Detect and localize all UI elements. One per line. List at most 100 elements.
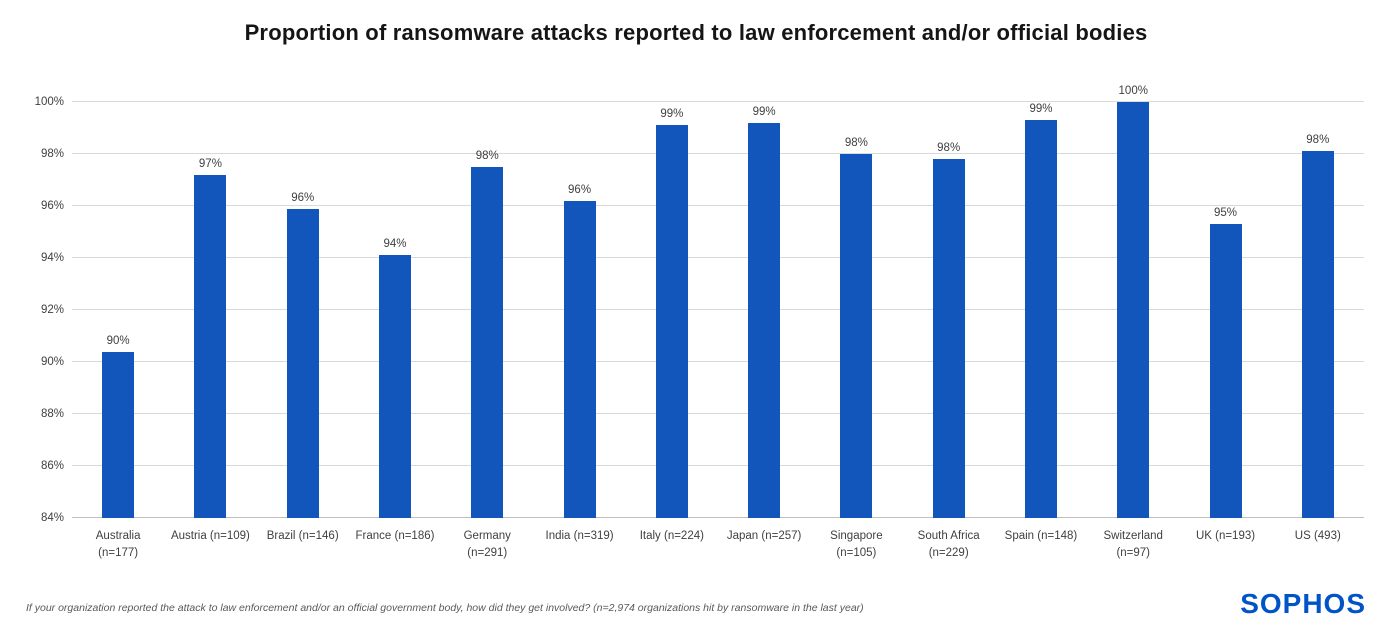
bar-france-n-186: [378, 255, 411, 518]
bar-column: 99%: [718, 102, 810, 518]
bar-value-label: 99%: [1029, 103, 1053, 116]
y-axis: 84% 86% 88% 90% 92% 94% 96% 98% 100%: [30, 96, 72, 524]
x-axis-tick-label: Singapore (n=105): [810, 528, 902, 561]
x-axis-labels: Australia (n=177) Austria (n=109) Brazil (n…: [72, 528, 1364, 561]
bar-japan-n-257: [748, 122, 781, 518]
x-axis-tick-label: Switzerland (n=97): [1087, 528, 1179, 561]
bar-column: 98%: [810, 102, 902, 518]
x-axis-tick-line: Germany: [463, 530, 511, 542]
bar-brazil-n-146: [286, 208, 319, 518]
x-axis-line: [72, 517, 1364, 518]
x-axis-tick-label: UK (n=193): [1179, 528, 1271, 561]
bar-column: 99%: [995, 102, 1087, 518]
bar-value-label: 96%: [291, 191, 315, 204]
plot-area: 90% 97% 96% 94% 98% 96% 99% 99% 98% 98% 99% 100% 95%…: [72, 85, 1364, 518]
bar-value-label: 98%: [475, 150, 499, 162]
x-axis-tick-label: France (n=186): [349, 528, 441, 561]
bar-value-label: 90%: [106, 334, 130, 347]
x-axis-tick-line: Switzerland: [1103, 530, 1163, 542]
x-axis-tick-line: (n=291): [467, 546, 508, 559]
bar-column: 100%: [1087, 85, 1179, 518]
bar-column: 90%: [72, 102, 164, 518]
bar-value-label: 96%: [568, 183, 592, 196]
bar-column: 96%: [533, 102, 625, 518]
chart-area: 84% 86% 88% 90% 92% 94% 96% 98% 100% 90% 97% 96% 94…: [30, 85, 1364, 524]
bar-value-label: 100%: [1118, 85, 1148, 97]
x-axis-tick-line: Austria (n=109): [170, 530, 250, 542]
gridline: [72, 465, 1364, 466]
y-axis-tick-label: 92%: [40, 304, 64, 316]
y-axis-tick-label: 90%: [40, 356, 64, 368]
x-axis-tick-line: Spain (n=148): [1004, 530, 1078, 542]
gridline: [72, 257, 1364, 258]
bar-value-label: 98%: [844, 137, 868, 149]
y-axis-tick-label: 84%: [40, 512, 64, 524]
x-axis-tick-line: India (n=319): [545, 530, 614, 542]
footnote-text: If your organization reported the attack…: [26, 602, 864, 614]
x-axis-tick-label: Japan (n=257): [718, 528, 810, 561]
bar-australia-n-177: [102, 351, 135, 518]
y-axis-tick-label: 94%: [40, 252, 64, 264]
x-axis-tick-label: South Africa (n=229): [903, 528, 995, 561]
x-axis-tick-line: Singapore: [830, 530, 883, 542]
bar-column: 94%: [349, 102, 441, 518]
bar-us-493: [1301, 151, 1334, 518]
bar-columns: 90% 97% 96% 94% 98% 96% 99% 99% 98% 98% 99% 100% 95%…: [72, 85, 1364, 518]
bar-value-label: 98%: [1306, 134, 1330, 147]
x-axis-tick-line: Italy (n=224): [639, 530, 704, 542]
y-axis-tick-label: 96%: [40, 200, 64, 212]
x-axis-tick-line: France (n=186): [355, 530, 435, 542]
gridline: [72, 101, 1364, 102]
x-axis-tick-line: Brazil (n=146): [266, 530, 339, 542]
bar-column: 99%: [626, 102, 718, 518]
x-axis-tick-label: Italy (n=224): [626, 528, 718, 561]
x-axis-tick-line: Japan (n=257): [726, 530, 802, 542]
x-axis-tick-label: Austria (n=109): [164, 528, 256, 561]
bar-germany-n-291: [471, 167, 504, 518]
gridline: [72, 413, 1364, 414]
bar-india-n-319: [563, 200, 596, 518]
x-axis-tick-line: (n=229): [928, 546, 969, 559]
x-axis-tick-line: US (493): [1294, 530, 1341, 542]
x-axis-tick-label: India (n=319): [533, 528, 625, 561]
bar-column: 96%: [257, 102, 349, 518]
y-axis-tick-label: 100%: [34, 96, 64, 108]
gridline: [72, 205, 1364, 206]
footer: If your organization reported the attack…: [26, 588, 1366, 620]
chart-title: Proportion of ransomware attacks reporte…: [244, 20, 1148, 45]
bar-column: 98%: [1272, 102, 1364, 518]
x-axis-tick-line: (n=97): [1116, 546, 1151, 559]
bar-italy-n-224: [655, 125, 688, 518]
x-axis-tick-line: UK (n=193): [1195, 530, 1256, 542]
y-axis-tick-label: 88%: [40, 408, 64, 420]
gridline: [72, 153, 1364, 154]
bar-value-label: 94%: [383, 238, 407, 251]
y-axis-tick-label: 98%: [40, 148, 64, 160]
bar-column: 98%: [903, 102, 995, 518]
x-axis-tick-line: Australia: [95, 530, 141, 542]
bar-uk-n-193: [1209, 224, 1242, 518]
bar-singapore-n-105: [840, 154, 873, 518]
x-axis-tick-line: South Africa: [917, 530, 980, 542]
bar-spain-n-148: [1024, 120, 1057, 518]
bar-value-label: 99%: [752, 105, 776, 118]
bar-value-label: 95%: [1214, 207, 1238, 220]
bar-switzerland-n-97: [1117, 102, 1150, 518]
bar-value-label: 99%: [660, 108, 684, 121]
bar-column: 97%: [164, 102, 256, 518]
sophos-logo: SOPHOS: [1240, 588, 1366, 619]
bar-austria-n-109: [194, 174, 227, 518]
bar-value-label: 98%: [937, 142, 961, 155]
gridline: [72, 361, 1364, 362]
x-axis-tick-label: Spain (n=148): [995, 528, 1087, 561]
x-axis-tick-label: Australia (n=177): [72, 528, 164, 561]
bar-value-label: 97%: [198, 157, 222, 170]
x-axis-tick-line: (n=105): [836, 546, 877, 559]
x-axis-tick-label: US (493): [1272, 528, 1364, 561]
x-axis-tick-label: Brazil (n=146): [257, 528, 349, 561]
bar-column: 95%: [1179, 102, 1271, 518]
bar-column: 98%: [441, 102, 533, 518]
x-axis-tick-label: Germany (n=291): [441, 528, 533, 561]
x-axis-tick-line: (n=177): [98, 546, 139, 559]
